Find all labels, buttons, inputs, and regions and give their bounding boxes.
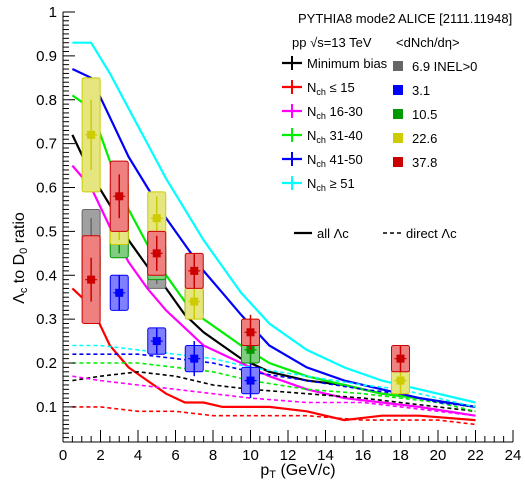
data-point-22-6 [396,376,405,385]
data-point-22-6 [190,297,199,306]
annotation-generator: PYTHIA8 mode2 [298,11,396,26]
legend-label-nch-31-40: Nch 31-40 [307,128,363,145]
legend-label-minimum-bias: Minimum bias [307,56,388,71]
series-line-nch-31-40-direct [72,362,476,413]
x-tick-label: 20 [430,447,447,464]
legend-label-solid: all Λc [317,226,349,241]
x-axis-title: pT (GeV/c) [260,462,335,481]
legend-label-nch-16-30: Nch 16-30 [307,104,363,121]
y-tick-label: 0.4 [36,267,57,284]
series-line-nch-41-50 [71,68,476,408]
annotation-multiplicity-header: <dNch/dη> [396,35,460,50]
y-tick-label: 0.6 [36,180,57,197]
legend: Minimum bias Nch ≤ 15 Nch 16-30 Nch 31-40 Nc… [282,56,477,241]
legend-swatch-6-9-inel-0 [393,61,403,71]
x-tick-label: 14 [317,447,334,464]
legend-swatch-3-1 [393,85,403,95]
data-point-37-8 [152,249,161,258]
data-points [81,77,410,399]
legend-label-6-9-inel-0: 6.9 INEL>0 [412,59,477,74]
y-tick-label: 0.9 [36,48,57,65]
legend-swatch-10-5 [393,109,403,119]
x-tick-label: 8 [209,447,217,464]
data-point-3-1 [190,354,199,363]
axes: 0 2 4 6 8 10 12 14 16 18 20 22 240.10.20.30.40.50.60… [36,4,521,464]
legend-swatch-37-8 [393,157,403,167]
x-tick-label: 0 [59,447,67,464]
x-tick-label: 18 [392,447,409,464]
data-point-37-8 [396,354,405,363]
legend-label-nch-15: Nch ≤ 15 [307,80,355,97]
y-tick-label: 0.5 [36,223,57,240]
data-point-37-8 [87,275,96,284]
data-point-22-6 [87,130,96,139]
x-tick-label: 12 [280,447,297,464]
legend-label-22-6: 22.6 [412,131,437,146]
series-line-nch-51-direct [72,344,476,408]
series-line-nch-15 [71,287,476,422]
data-point-3-1 [246,376,255,385]
legend-label-nch-51: Nch ≥ 51 [307,176,355,193]
y-tick-label: 0.8 [36,92,57,109]
x-tick-label: 4 [134,447,142,464]
y-tick-label: 0.2 [36,355,57,372]
legend-label-3-1: 3.1 [412,83,430,98]
x-tick-label: 24 [505,447,522,464]
legend-label-37-8: 37.8 [412,155,437,170]
x-tick-label: 22 [467,447,484,464]
legend-label-dashed: direct Λc [406,226,457,241]
data-point-37-8 [190,266,199,275]
data-point-37-8 [115,192,124,201]
x-tick-label: 10 [242,447,259,464]
series-line-minimum-bias-direct [72,370,476,413]
x-tick-label: 16 [355,447,372,464]
annotation-reference: ALICE [2111.11948] [398,11,512,26]
series-line-nch-51 [72,41,476,404]
x-tick-label: 6 [171,447,179,464]
y-tick-label: 0.1 [36,399,57,416]
legend-swatch-22-6 [393,133,403,143]
legend-label-nch-41-50: Nch 41-50 [307,152,363,169]
y-tick-label: 0.7 [36,136,57,153]
series-line-nch-15-direct [72,406,476,426]
data-point-3-1 [115,288,124,297]
data-point-22-6 [152,214,161,223]
annotation-system: pp √s=13 TeV [292,35,372,50]
x-tick-label: 2 [96,447,104,464]
data-point-3-1 [152,337,161,346]
y-axis-title: Λc to D0 ratio [11,212,30,304]
y-tick-label: 0.3 [36,311,57,328]
data-point-37-8 [246,328,255,337]
legend-label-10-5: 10.5 [412,107,437,122]
series-line-nch-41-50-direct [72,353,476,408]
y-tick-label: 1 [49,4,57,21]
